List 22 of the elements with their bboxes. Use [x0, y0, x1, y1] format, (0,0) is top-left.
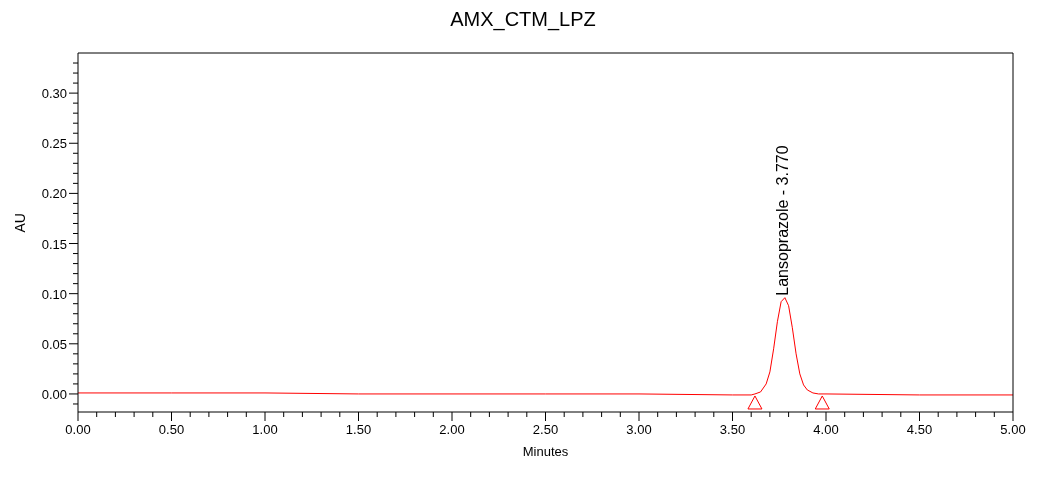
- x-tick-label: 3.50: [719, 422, 746, 437]
- y-axis-title: AU: [11, 213, 28, 233]
- x-tick-label: 0.00: [65, 422, 91, 437]
- x-tick-label: 1.00: [252, 422, 278, 437]
- x-tick-label: 4.00: [813, 422, 839, 437]
- x-tick-label: 2.00: [439, 422, 465, 437]
- y-tick-label: 0.00: [41, 386, 67, 402]
- x-tick-label: 5.00: [1000, 422, 1026, 437]
- y-tick-label: 0.10: [41, 286, 67, 302]
- chart-title: AMX_CTM_LPZ: [449, 8, 597, 33]
- x-tick-label: 3.00: [626, 422, 652, 437]
- y-tick-label: 0.20: [41, 186, 67, 202]
- y-tick-label: 0.30: [41, 86, 67, 102]
- annotation: Lansoprazole - 3.770: [773, 145, 791, 296]
- x-axis-title: Minutes: [522, 444, 569, 459]
- y-tick-label: 0.15: [41, 236, 67, 252]
- x-tick-label: 4.50: [906, 422, 933, 437]
- x-tick-label: 2.50: [532, 422, 559, 437]
- x-tick-label: 1.50: [345, 422, 372, 437]
- x-tick-label: 0.50: [158, 422, 185, 437]
- y-tick-label: 0.05: [41, 336, 67, 352]
- y-tick-label: 0.25: [41, 136, 67, 152]
